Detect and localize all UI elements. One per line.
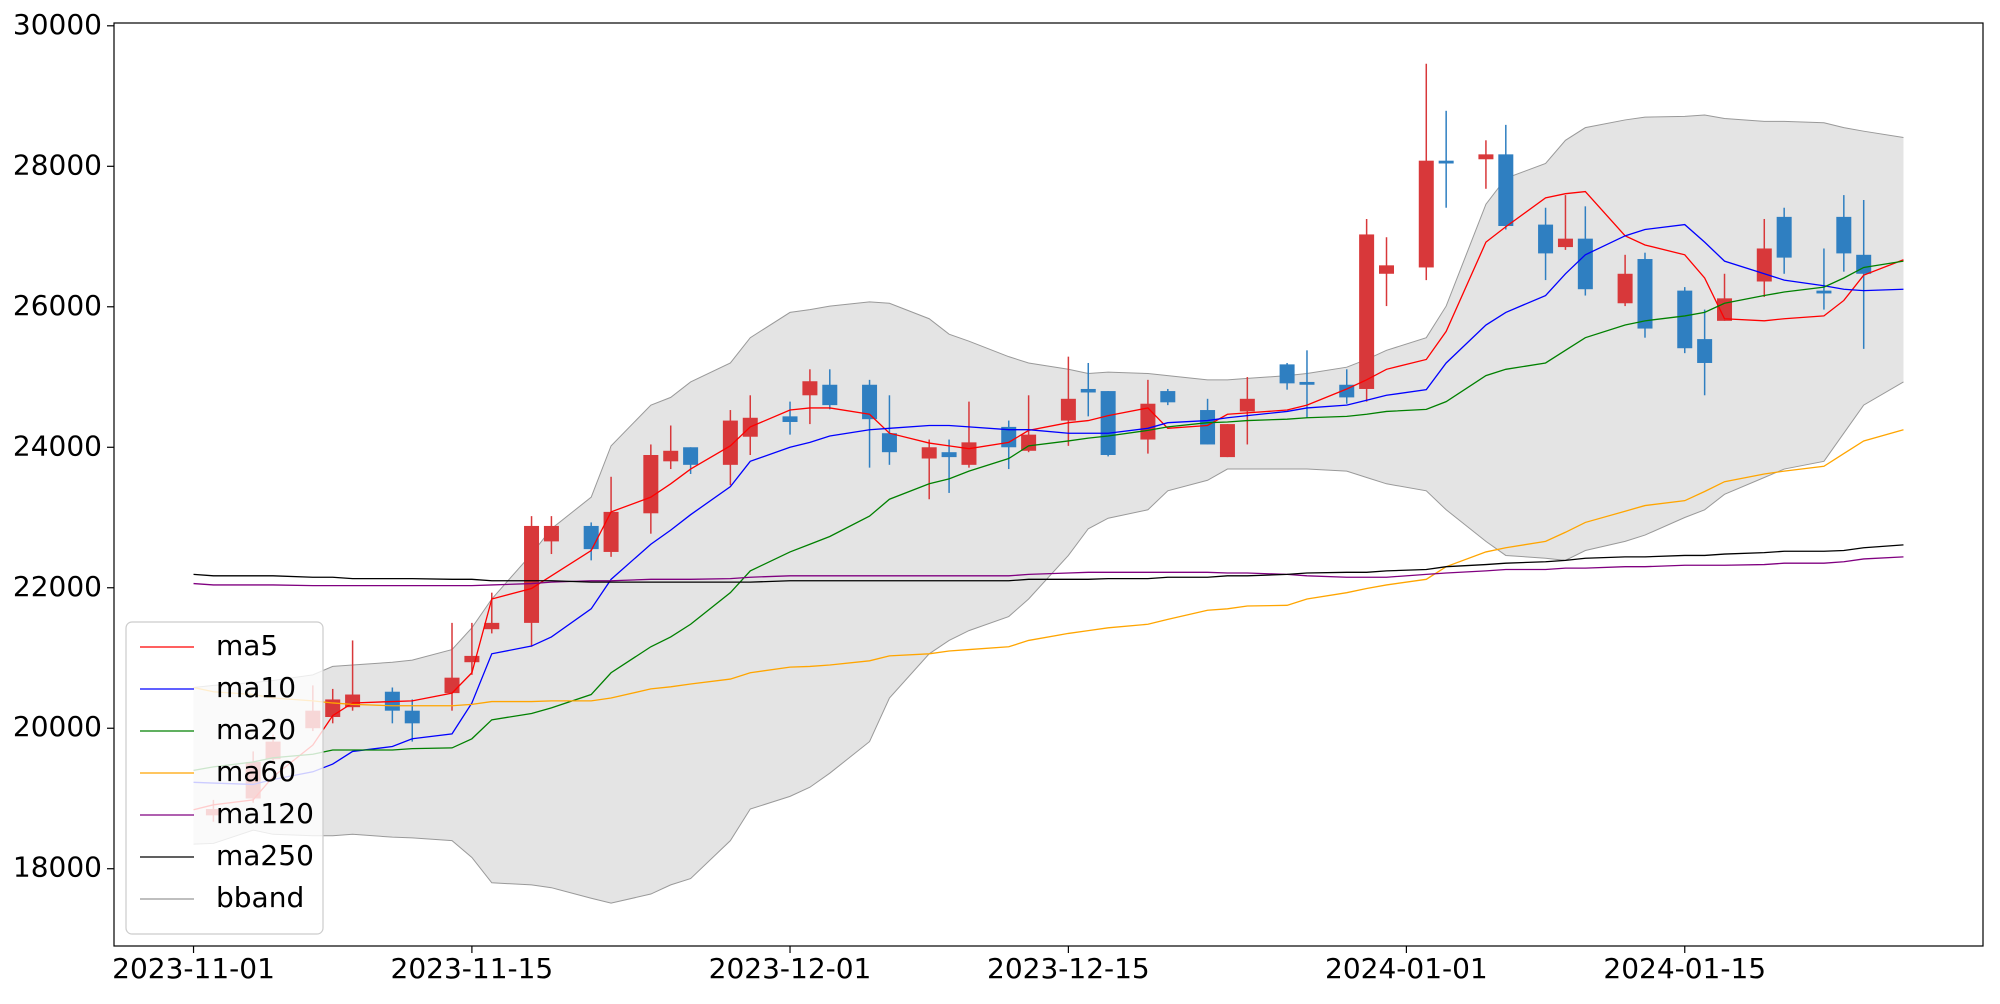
candle-body (941, 452, 957, 458)
candle-body (961, 442, 977, 465)
candle-body (1717, 298, 1733, 321)
candle-body (1080, 388, 1096, 393)
candle-body (1021, 434, 1037, 451)
candle-body (1200, 410, 1216, 445)
candle-body (1538, 224, 1554, 254)
candle-body (1478, 154, 1494, 160)
candle-body (1836, 216, 1852, 254)
y-tick-label: 22000 (13, 570, 102, 603)
y-tick-label: 30000 (13, 8, 102, 41)
candle-body (1617, 273, 1633, 304)
ma-line (193, 544, 1904, 583)
candle-body (1697, 339, 1713, 363)
candle-body (583, 525, 599, 550)
candle-body (1100, 391, 1116, 455)
x-tick-label: 2023-12-15 (987, 952, 1150, 985)
candle-body (1299, 381, 1315, 385)
ma-line (193, 190, 1904, 811)
candle-body (1776, 216, 1792, 258)
x-tick-label: 2024-01-01 (1325, 952, 1488, 985)
candle-body (1060, 398, 1076, 421)
candle-body (1001, 426, 1017, 448)
candle-body (524, 525, 540, 623)
candle-body (1677, 290, 1693, 349)
ma-line (193, 556, 1904, 587)
x-tick-label: 2024-01-15 (1603, 952, 1766, 985)
legend-label: ma20 (216, 713, 296, 746)
candle-body (722, 420, 738, 465)
candle-body (1239, 398, 1255, 412)
candle-body (881, 433, 897, 453)
candle-body (603, 511, 619, 552)
candle-body (404, 710, 420, 724)
x-tick-label: 2023-11-01 (112, 952, 275, 985)
candle-body (1816, 290, 1832, 294)
y-tick-label: 26000 (13, 289, 102, 322)
ma-line (193, 223, 1904, 786)
candle-body (1438, 160, 1454, 164)
candle-body (1418, 160, 1434, 268)
candle-body (921, 447, 937, 459)
ma-line (193, 429, 1904, 707)
bband-upper (193, 114, 1904, 688)
legend-label: bband (216, 881, 304, 914)
candle-body (1756, 248, 1772, 282)
candle-body (1279, 364, 1295, 384)
candle-body (1379, 265, 1395, 274)
candle-body (802, 381, 818, 396)
candle-body (683, 447, 699, 465)
candle-body (543, 525, 559, 542)
candle-body (464, 655, 480, 663)
candle-body (862, 384, 878, 420)
candle-body (663, 450, 679, 462)
legend-label: ma5 (216, 629, 278, 662)
axes-frame (113, 22, 1984, 947)
candle-body (444, 677, 460, 694)
candle-body (1498, 154, 1514, 227)
legend-label: ma120 (216, 797, 314, 830)
y-tick-label: 18000 (13, 851, 102, 884)
legend-label: ma250 (216, 839, 314, 872)
candle-body (345, 694, 361, 708)
legend-label: ma10 (216, 671, 296, 704)
x-tick-label: 2023-12-01 (709, 952, 872, 985)
x-tick-label: 2023-11-15 (391, 952, 554, 985)
y-tick-label: 24000 (13, 429, 102, 462)
candle-body (1637, 259, 1653, 329)
candle-body (484, 622, 500, 630)
ma-line (193, 260, 1904, 772)
bband-fill (193, 115, 1904, 904)
candle-body (643, 454, 659, 514)
candle-body (1557, 238, 1573, 248)
y-tick-label: 28000 (13, 148, 102, 181)
y-tick-label: 20000 (13, 710, 102, 743)
candle-body (782, 416, 798, 422)
plot-area (193, 63, 1904, 904)
candle-body (1160, 391, 1176, 403)
candle-body (1359, 234, 1375, 389)
candle-body (1219, 424, 1235, 458)
bband-lower (193, 381, 1904, 904)
candle-body (822, 384, 838, 406)
legend-label: ma60 (216, 755, 296, 788)
candle-body (1577, 238, 1593, 290)
legend-box (125, 621, 324, 935)
legend: ma5 ma10 ma20 ma60 ma120 ma250 bband (125, 621, 324, 935)
